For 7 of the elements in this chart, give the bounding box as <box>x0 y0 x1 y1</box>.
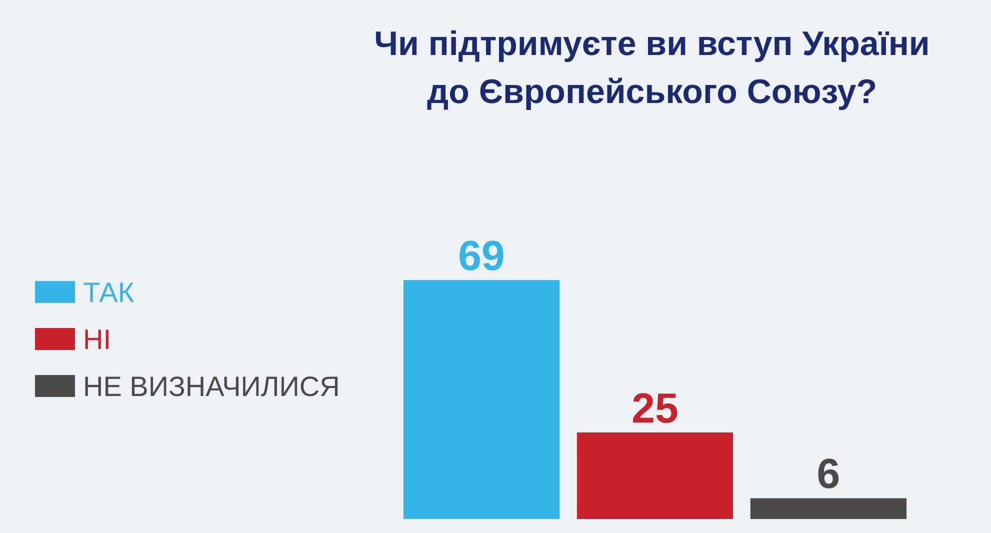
chart-title: Чи підтримуєте ви вступ України до Європейського Союзу? <box>374 25 930 111</box>
data-label: 25 <box>632 384 678 432</box>
legend-label: НІ <box>83 324 111 355</box>
data-label: 6 <box>816 450 840 498</box>
legend-label: ТАК <box>83 277 135 308</box>
data-label: 69 <box>458 232 505 280</box>
legend-label: НЕ ВИЗНАЧИЛИСЯ <box>83 371 340 402</box>
